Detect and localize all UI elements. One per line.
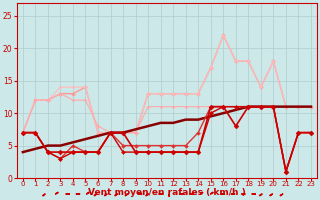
X-axis label: Vent moyen/en rafales ( km/h ): Vent moyen/en rafales ( km/h ) <box>88 188 246 197</box>
